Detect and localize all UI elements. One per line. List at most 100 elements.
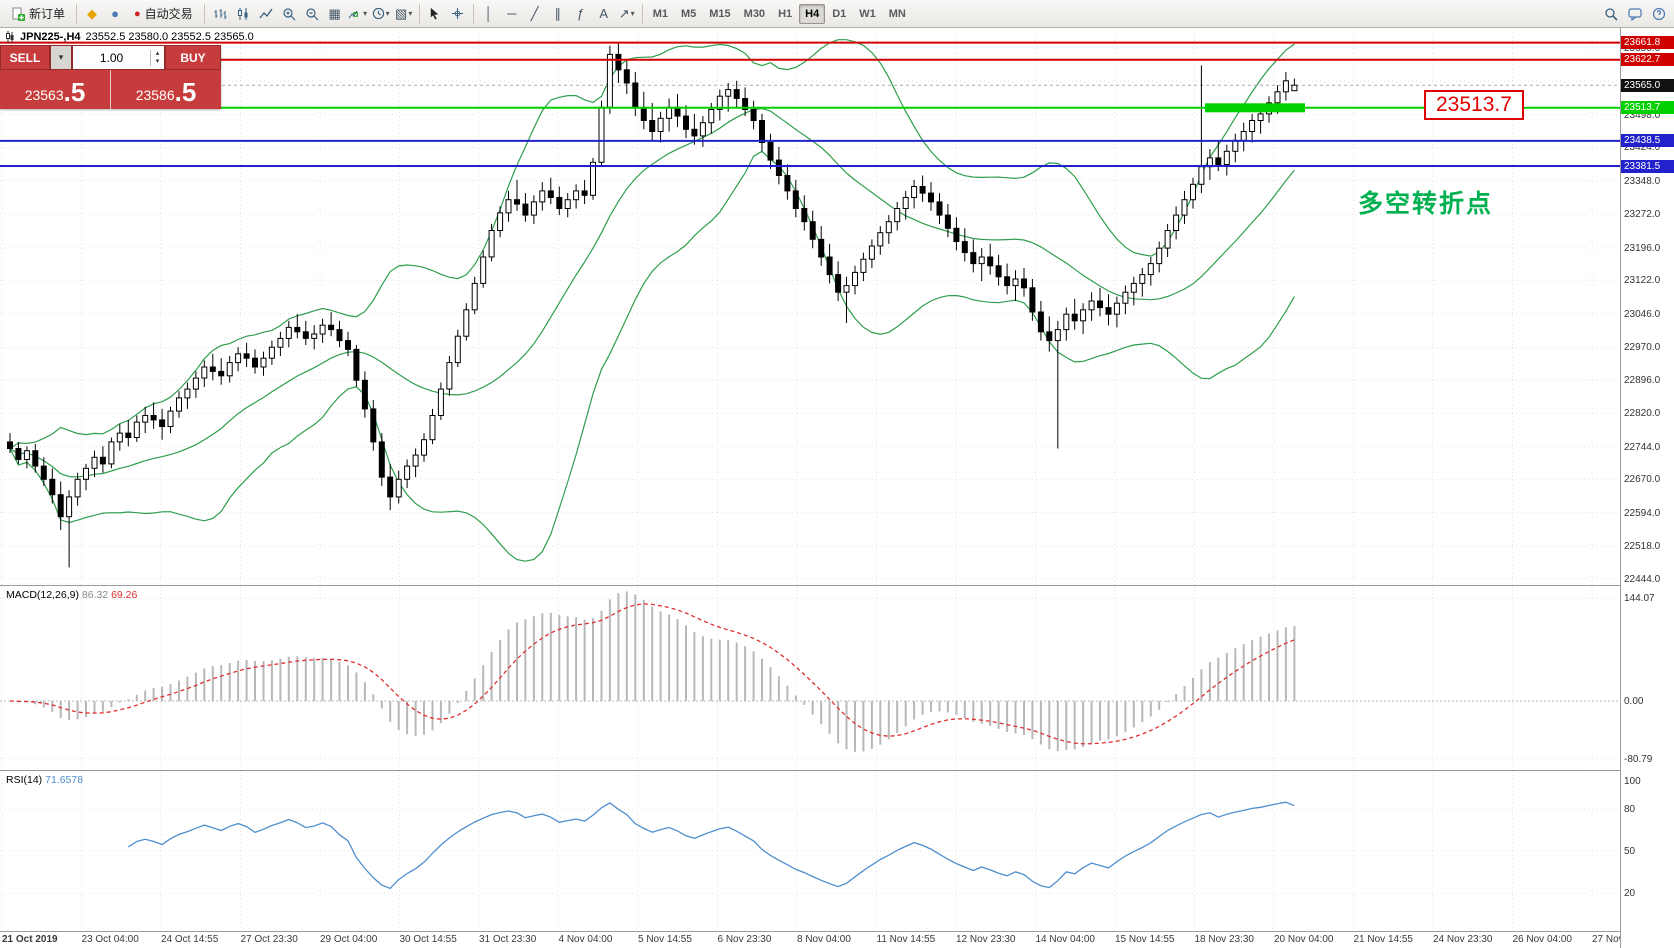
chart-annotation[interactable]: 多空转折点 bbox=[1358, 190, 1494, 218]
zoom-out-icon[interactable] bbox=[301, 3, 323, 25]
time-label: 5 Nov 14:55 bbox=[638, 934, 692, 945]
macd-label: MACD(12,26,9) 86.32 69.26 bbox=[6, 589, 137, 601]
price-axis-label: 22970.0 bbox=[1624, 342, 1661, 354]
toolbar-separator bbox=[641, 3, 643, 24]
price-level-label-box[interactable]: 23513.7 bbox=[1424, 90, 1524, 120]
rsi-name: RSI(14) bbox=[6, 774, 43, 786]
price-axis-label: 23122.0 bbox=[1624, 275, 1661, 287]
autotrading-button[interactable]: ● 自动交易 bbox=[127, 3, 200, 25]
trade-panel-price-row: 23563.5 23586.5 bbox=[0, 70, 221, 109]
step-up-icon[interactable]: ▴ bbox=[155, 49, 160, 57]
macd-axis-label: 144.07 bbox=[1624, 593, 1655, 605]
trendline-tool-icon[interactable]: ╱ bbox=[530, 5, 539, 21]
price-level-badge: 23381.5 bbox=[1621, 159, 1674, 173]
vertical-line-tool-icon[interactable]: │ bbox=[484, 6, 493, 21]
macd-signal-value: 69.26 bbox=[111, 589, 138, 601]
timeframe-h1[interactable]: H1 bbox=[772, 4, 798, 24]
price-level-badge: 23438.5 bbox=[1621, 134, 1674, 148]
cursor-icon[interactable] bbox=[424, 3, 446, 25]
buy-price-pips: .5 bbox=[174, 77, 197, 107]
price-level-badge: 23622.7 bbox=[1621, 53, 1674, 67]
timeframe-group: M1 M5 M15 M30 H1 H4 D1 W1 MN bbox=[647, 3, 912, 24]
indicators-button[interactable]: ▾ bbox=[347, 3, 369, 25]
timeframe-m15[interactable]: M15 bbox=[703, 4, 736, 24]
price-axis-label: 23196.0 bbox=[1624, 242, 1661, 254]
panel-separator[interactable] bbox=[0, 585, 1674, 586]
time-label: 23 Oct 04:00 bbox=[81, 934, 139, 945]
time-label: 14 Nov 04:00 bbox=[1035, 934, 1096, 945]
new-order-button[interactable]: 新订单 bbox=[4, 3, 72, 25]
zoom-in-icon[interactable] bbox=[278, 3, 300, 25]
price-axis-label: 23272.0 bbox=[1624, 209, 1661, 221]
search-icon[interactable] bbox=[1600, 3, 1622, 25]
time-label: 12 Nov 23:30 bbox=[956, 934, 1016, 945]
macd-axis-label: -80.79 bbox=[1624, 753, 1653, 765]
templates-button[interactable]: ▧ ▾ bbox=[395, 5, 413, 21]
time-label: 15 Nov 14:55 bbox=[1115, 934, 1175, 945]
buy-price-button[interactable]: 23586.5 bbox=[111, 70, 221, 109]
fibonacci-tool-icon[interactable]: ƒ bbox=[577, 6, 585, 21]
text-tool-icon[interactable]: A bbox=[599, 6, 609, 21]
community-icon[interactable]: ● bbox=[111, 6, 119, 21]
tile-windows-icon[interactable]: ▦ bbox=[328, 5, 341, 21]
arrows-tool-icon[interactable]: ↗ ▾ bbox=[618, 5, 635, 21]
price-axis-label: 23424.0 bbox=[1624, 142, 1661, 154]
price-axis-label: 22594.0 bbox=[1624, 507, 1661, 519]
time-label: 27 Nov 14:55 bbox=[1592, 934, 1620, 945]
bar-chart-icon[interactable] bbox=[209, 3, 231, 25]
rsi-value: 71.6578 bbox=[45, 774, 84, 786]
time-label: 24 Nov 23:30 bbox=[1433, 934, 1493, 945]
timeframe-m1[interactable]: M1 bbox=[647, 4, 674, 24]
timeframe-m5[interactable]: M5 bbox=[675, 4, 702, 24]
price-axis[interactable]: 23650.023498.023424.023348.023272.023196… bbox=[1620, 28, 1674, 948]
buy-price-main: 23586 bbox=[135, 87, 175, 103]
timeframe-d1[interactable]: D1 bbox=[826, 4, 852, 24]
sell-price-button[interactable]: 23563.5 bbox=[0, 70, 111, 109]
timeframe-mn[interactable]: MN bbox=[883, 4, 912, 24]
symbol-timeframe: JPN225-,H4 bbox=[20, 31, 81, 43]
price-axis-label: 22896.0 bbox=[1624, 374, 1661, 386]
macd-axis-label: 0.00 bbox=[1624, 696, 1644, 707]
time-label: 6 Nov 23:30 bbox=[717, 934, 772, 945]
rsi-axis-label: 50 bbox=[1624, 846, 1636, 857]
chevron-down-icon: ▾ bbox=[385, 9, 390, 18]
chat-icon[interactable] bbox=[1624, 3, 1646, 25]
candlestick-icon bbox=[6, 31, 14, 43]
mql5-icon[interactable]: ◆ bbox=[87, 5, 98, 21]
channel-tool-icon[interactable]: ∥ bbox=[554, 5, 561, 21]
time-label: 30 Oct 14:55 bbox=[399, 934, 457, 945]
one-click-trading-panel: SELL ▾ 1.00 ▴ ▾ BUY 23563.5 23586.5 bbox=[0, 45, 221, 109]
rsi-axis-label: 100 bbox=[1624, 776, 1641, 787]
macd-panel-canvas[interactable] bbox=[0, 586, 1620, 770]
horizontal-line-tool-icon[interactable]: ─ bbox=[507, 6, 517, 21]
timeframe-m30[interactable]: M30 bbox=[738, 4, 771, 24]
main-chart-canvas[interactable] bbox=[0, 28, 1620, 585]
crosshair-icon[interactable] bbox=[447, 3, 469, 25]
order-type-dropdown[interactable]: ▾ bbox=[50, 45, 72, 70]
step-down-icon[interactable]: ▾ bbox=[155, 57, 160, 65]
timeframe-h4[interactable]: H4 bbox=[799, 3, 826, 24]
candlestick-chart-icon[interactable] bbox=[232, 3, 254, 25]
time-label: 21 Nov 14:55 bbox=[1353, 934, 1414, 945]
time-axis[interactable]: 21 Oct 2019 23 Oct 04:00 24 Oct 14:55 27 Oc… bbox=[0, 932, 1620, 948]
bid-price-badge: 23565.0 bbox=[1621, 78, 1674, 92]
chevron-down-icon: ▾ bbox=[58, 52, 64, 62]
sell-price-pips: .5 bbox=[63, 77, 86, 107]
buy-button[interactable]: BUY bbox=[165, 45, 221, 70]
macd-name: MACD(12,26,9) bbox=[6, 589, 79, 601]
line-chart-icon[interactable] bbox=[255, 3, 277, 25]
help-icon[interactable] bbox=[1648, 3, 1670, 25]
autotrading-icon: ● bbox=[134, 7, 141, 20]
panel-separator[interactable] bbox=[0, 770, 1674, 771]
timeframe-w1[interactable]: W1 bbox=[853, 4, 882, 24]
volume-stepper[interactable]: ▴ ▾ bbox=[150, 49, 164, 66]
volume-field[interactable]: 1.00 ▴ ▾ bbox=[72, 45, 165, 70]
sell-button[interactable]: SELL bbox=[0, 45, 50, 70]
rsi-panel-canvas[interactable] bbox=[0, 771, 1620, 931]
toolbar-separator bbox=[418, 3, 420, 24]
panel-separator[interactable] bbox=[0, 931, 1674, 932]
toolbar: 新订单 ◆ ● ● 自动交易 ▦ ▾ ▾ ▧ ▾ │ ─ ╱ ∥ ƒ A ↗ ▾ M… bbox=[0, 0, 1674, 28]
period-clock-button[interactable]: ▾ bbox=[370, 3, 392, 25]
time-label: 24 Oct 14:55 bbox=[161, 934, 219, 945]
